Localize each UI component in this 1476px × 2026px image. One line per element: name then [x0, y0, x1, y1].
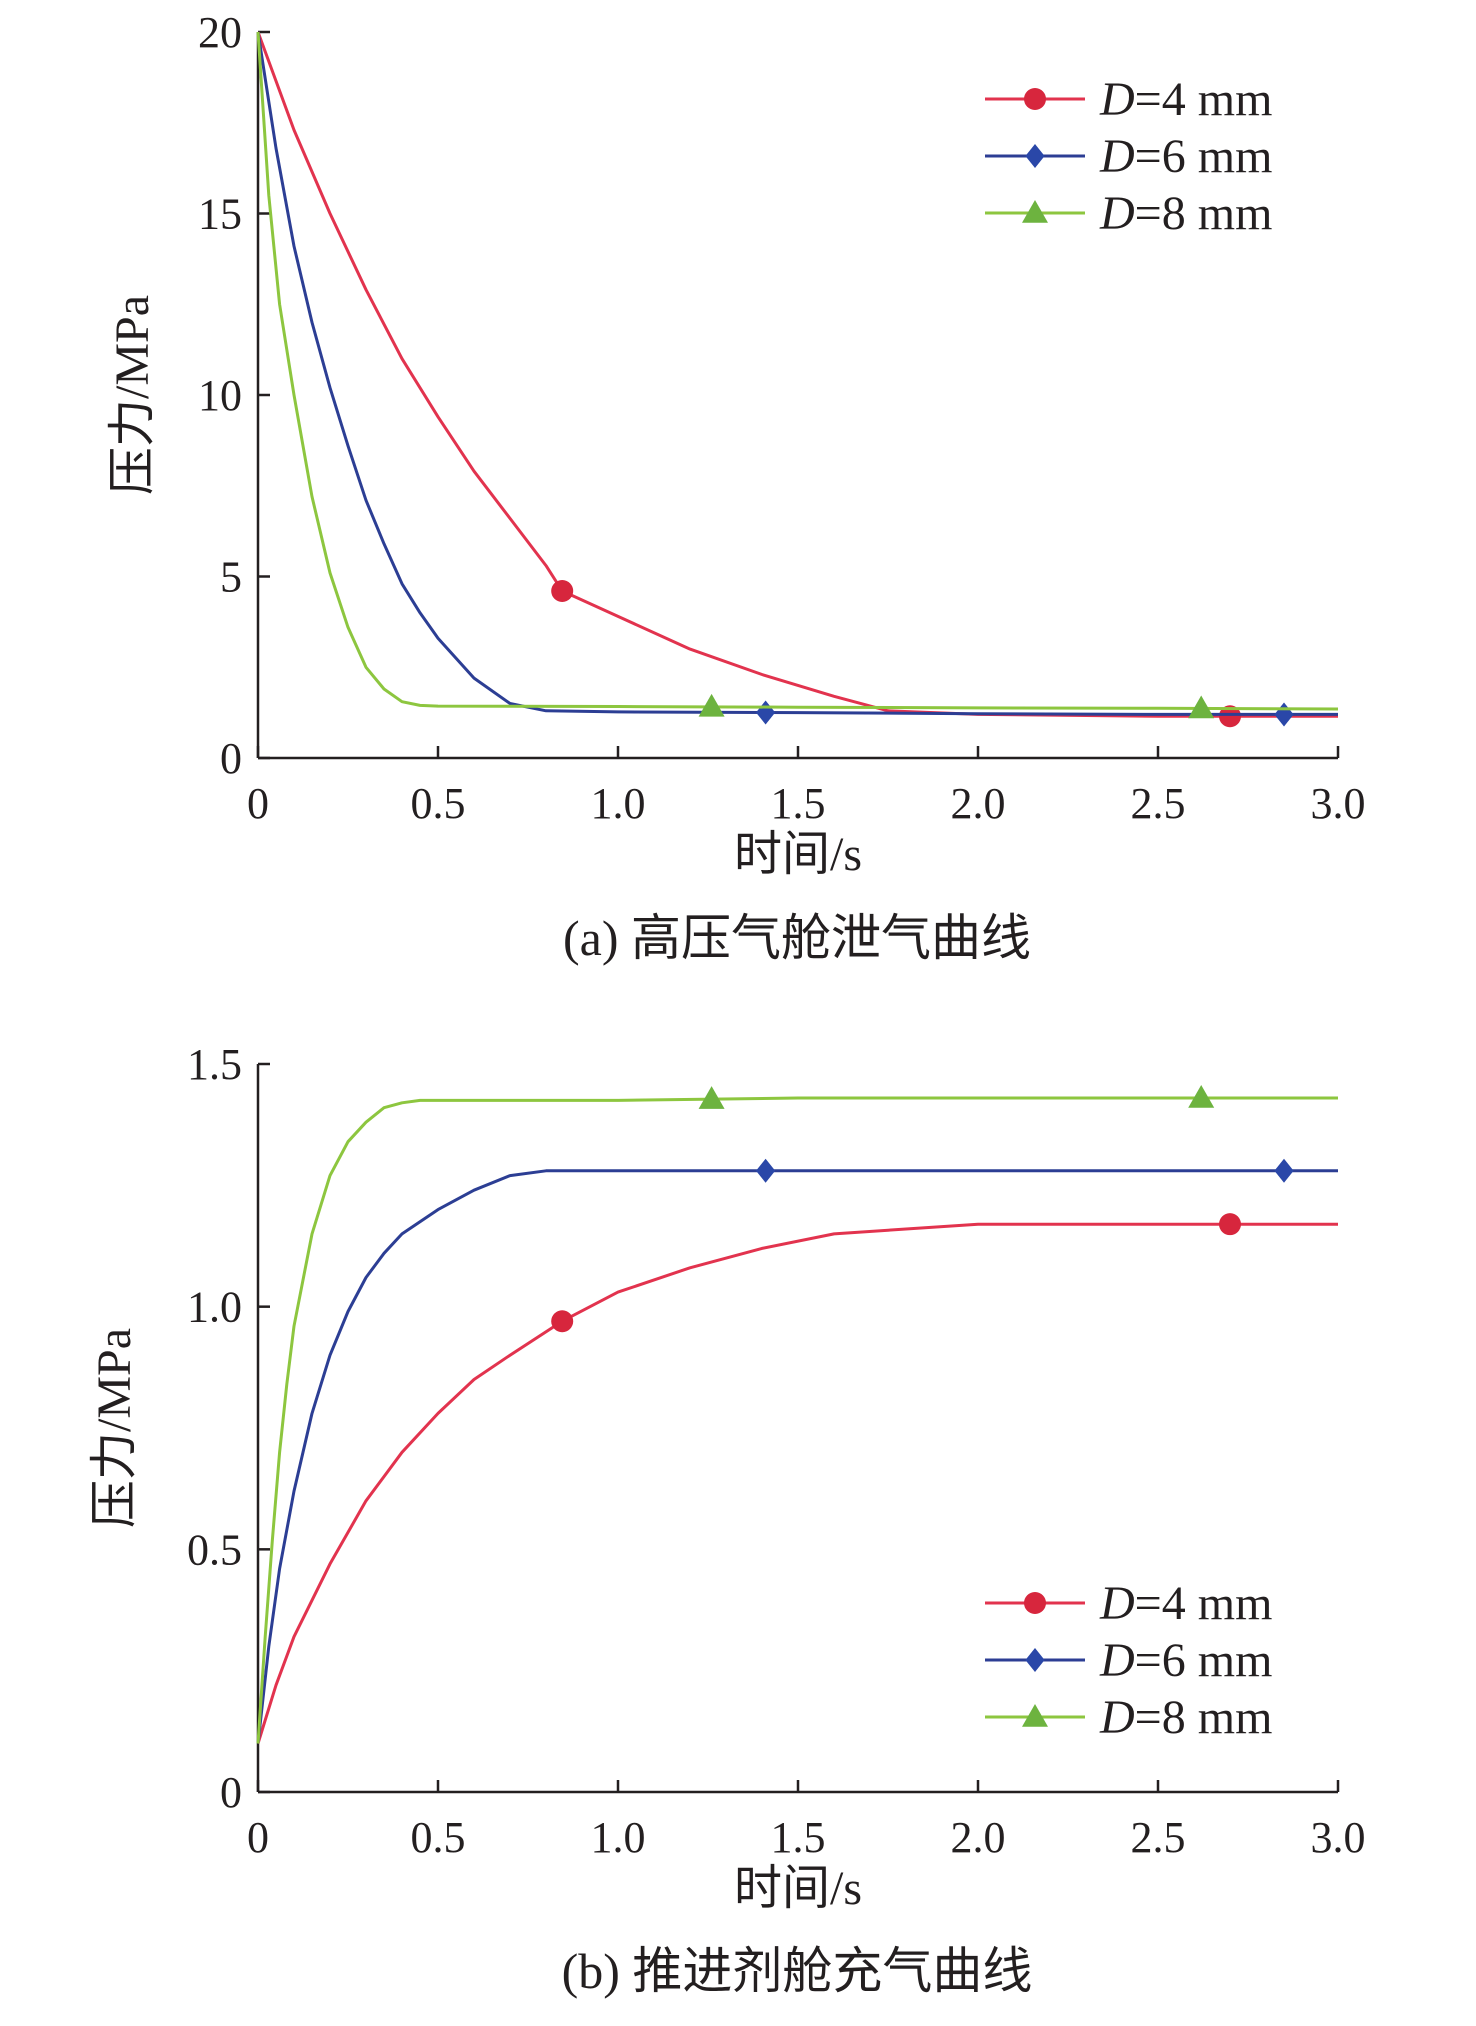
chart-a-series-2-marker — [756, 700, 776, 725]
chart-b-x-tick-label: 1.0 — [591, 1813, 646, 1862]
chart-b-legend-label-rest: =8 mm — [1135, 1691, 1273, 1744]
chart-b-legend-label-italic: D — [1099, 1577, 1135, 1630]
chart-a-y-tick-label: 15 — [198, 190, 242, 239]
chart-a-legend-marker — [1024, 88, 1046, 110]
chart-a-x-tick-label: 0 — [247, 779, 269, 828]
chart-b-series-line-2 — [256, 1169, 1338, 1744]
chart-b-legend: D=4 mmD=6 mmD=8 mm — [985, 1577, 1272, 1744]
chart-a-y-axis-label: 压力/MPa — [106, 295, 159, 495]
chart-b-legend-label: D=6 mm — [1099, 1634, 1272, 1687]
chart-b-x-tick-label: 2.0 — [951, 1813, 1006, 1862]
chart-b-legend-label-rest: =4 mm — [1135, 1577, 1273, 1630]
chart-b-legend-label: D=4 mm — [1099, 1577, 1272, 1630]
chart-a-legend-label-rest: =8 mm — [1135, 187, 1273, 240]
chart-a-legend-label: D=4 mm — [1099, 73, 1272, 126]
chart-a-legend-label: D=8 mm — [1099, 187, 1272, 240]
chart-a-series-2-marker — [1274, 702, 1294, 727]
chart-a-series-3-marker — [1188, 695, 1215, 719]
chart-a-series-1-marker — [1219, 705, 1241, 728]
chart-b-x-tick-label: 3.0 — [1311, 1813, 1366, 1862]
chart-a-y-tick-label: 20 — [198, 8, 242, 57]
chart-a-legend-label: D=6 mm — [1099, 130, 1272, 183]
chart-a-series-line-3 — [256, 31, 1339, 711]
chart-a-y-tick-label: 10 — [198, 371, 242, 420]
chart-b: 0 0.5 1.0 1.5 2.0 2.5 3.000.51.01.5时间/s压力/MPaD… — [88, 1040, 1366, 1999]
chart-a-x-tick-label: 2.5 — [1131, 779, 1186, 828]
chart-b-y-tick-label: 0.5 — [187, 1525, 242, 1574]
chart-a-series-1-marker — [551, 580, 574, 603]
chart-a-series-line-2 — [256, 31, 1338, 716]
chart-b-caption: (b) 推进剂舱充气曲线 — [562, 1943, 1033, 1999]
chart-b-legend-marker — [1025, 1648, 1045, 1672]
chart-a-x-tick-label: 1.0 — [591, 779, 646, 828]
chart-b-y-tick-label: 0 — [220, 1768, 242, 1817]
chart-a-series-line-1 — [256, 31, 1338, 718]
chart-b-legend-label-italic: D — [1099, 1691, 1135, 1744]
chart-a-legend-label-italic: D — [1099, 73, 1135, 126]
chart-a-y-tick-label: 0 — [220, 734, 242, 783]
chart-b-series-3-marker — [698, 1086, 725, 1109]
chart-a-x-axis-label: 时间/s — [734, 828, 862, 881]
chart-a: 0 0.5 1.0 1.5 2.0 2.5 3.005101520时间/s压力/MPaD=4… — [106, 8, 1366, 966]
chart-b-series-1-marker — [1219, 1213, 1241, 1236]
chart-b-x-tick-label: 0.5 — [411, 1813, 466, 1862]
chart-a-legend-marker — [1025, 144, 1045, 168]
chart-a-legend-marker — [1022, 200, 1048, 223]
chart-b-legend-label-italic: D — [1099, 1634, 1135, 1687]
chart-a-legend: D=4 mmD=6 mmD=8 mm — [985, 73, 1272, 240]
chart-a-x-tick-label: 0.5 — [411, 779, 466, 828]
chart-b-x-tick-label: 2.5 — [1131, 1813, 1186, 1862]
chart-a-x-tick-label: 3.0 — [1311, 779, 1366, 828]
chart-b-legend-label-rest: =6 mm — [1135, 1634, 1273, 1687]
chart-a-series-3-marker — [698, 693, 725, 717]
chart-a-legend-label-italic: D — [1099, 187, 1135, 240]
chart-a-x-tick-label: 1.5 — [771, 779, 826, 828]
chart-b-series-3-marker — [1188, 1084, 1215, 1108]
chart-a-caption: (a) 高压气舱泄气曲线 — [563, 910, 1031, 966]
chart-b-series-line-3 — [256, 1096, 1338, 1744]
chart-b-x-tick-label: 0 — [247, 1813, 269, 1862]
chart-b-legend-marker — [1024, 1592, 1046, 1614]
chart-b-legend-marker — [1022, 1704, 1048, 1727]
chart-b-series-line-1 — [256, 1222, 1338, 1744]
chart-b-series-1-marker — [551, 1310, 574, 1333]
chart-a-legend-label-italic: D — [1099, 130, 1135, 183]
chart-b-x-axis-label: 时间/s — [734, 1862, 862, 1915]
chart-a-legend-label-rest: =6 mm — [1135, 130, 1273, 183]
chart-b-y-axis-label: 压力/MPa — [88, 1328, 141, 1528]
chart-a-legend-label-rest: =4 mm — [1135, 73, 1273, 126]
chart-b-legend-label: D=8 mm — [1099, 1691, 1272, 1744]
chart-a-x-tick-label: 2.0 — [951, 779, 1006, 828]
chart-b-y-tick-label: 1.5 — [187, 1040, 242, 1089]
chart-b-series-2-marker — [756, 1158, 776, 1183]
chart-b-x-tick-label: 1.5 — [771, 1813, 826, 1862]
chart-a-y-tick-label: 5 — [220, 553, 242, 602]
chart-b-series-2-marker — [1274, 1158, 1294, 1183]
chart-b-y-tick-label: 1.0 — [187, 1283, 242, 1332]
